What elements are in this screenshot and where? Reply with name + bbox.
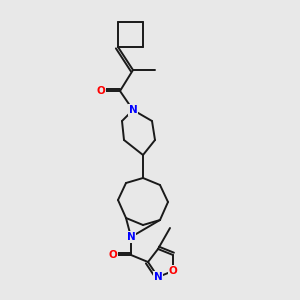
Text: N: N bbox=[129, 105, 137, 115]
Text: O: O bbox=[97, 86, 105, 96]
Text: O: O bbox=[169, 266, 177, 276]
Text: N: N bbox=[127, 232, 135, 242]
Text: O: O bbox=[109, 250, 117, 260]
Text: N: N bbox=[154, 272, 162, 282]
